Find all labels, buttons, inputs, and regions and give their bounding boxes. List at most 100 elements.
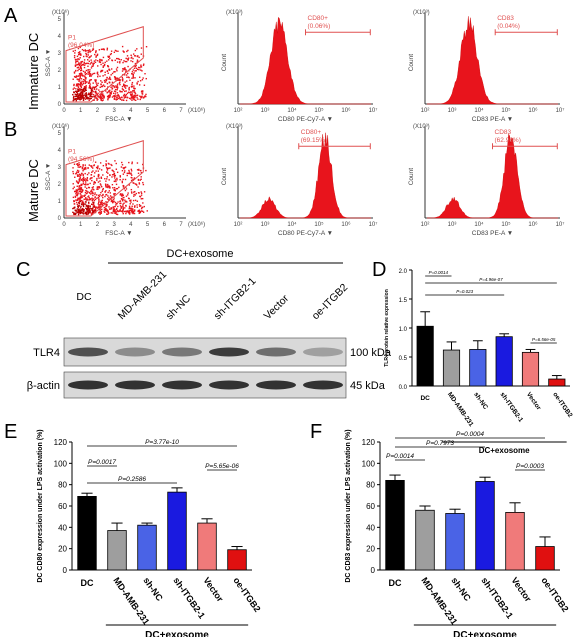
scatter-event-dot xyxy=(108,167,110,170)
scatter-event-dot xyxy=(86,59,89,61)
scatter-event-dot xyxy=(127,58,129,61)
scatter-event-dot xyxy=(85,62,87,65)
scatter-event-dot xyxy=(139,95,141,97)
scatter-event-dot xyxy=(110,163,112,166)
scatter-event-dot xyxy=(113,174,116,176)
scatter-event-dot xyxy=(139,195,141,198)
scatter-event-dot xyxy=(92,86,94,88)
scatter-event-dot xyxy=(98,49,101,51)
scatter-y-tick: 5 xyxy=(58,17,62,23)
p-value-label: P=0.023 xyxy=(456,289,473,294)
scatter-event-dot xyxy=(74,90,77,93)
blot-band xyxy=(303,380,343,390)
scatter-event-dot xyxy=(97,75,99,78)
scatter-event-dot xyxy=(143,84,146,86)
scatter-event-dot xyxy=(114,91,117,93)
scatter-event-dot xyxy=(133,212,136,215)
scatter-event-dot xyxy=(122,209,124,212)
scatter-event-dot xyxy=(90,213,93,215)
scatter-event-dot xyxy=(113,76,116,78)
p-value-label: P=3.77e-10 xyxy=(145,439,179,446)
panel-label-c: C xyxy=(16,259,30,281)
scatter-event-dot xyxy=(119,202,121,205)
scatter-event-dot xyxy=(142,211,145,213)
scatter-event-dot xyxy=(113,200,115,203)
scatter-event-dot xyxy=(91,209,93,212)
group-label: DC+exosome xyxy=(479,446,530,455)
scatter-event-dot xyxy=(80,191,82,194)
scatter-event-dot xyxy=(123,67,125,70)
scatter-event-dot xyxy=(86,55,88,58)
scatter-event-dot xyxy=(88,60,91,62)
scatter-event-dot xyxy=(89,84,91,87)
scatter-event-dot xyxy=(141,206,143,209)
scatter-event-dot xyxy=(87,186,90,189)
blot-band xyxy=(115,347,155,357)
scatter-event-dot xyxy=(132,203,134,205)
scatter-event-dot xyxy=(108,68,110,70)
blot-band xyxy=(303,347,343,357)
scatter-event-dot xyxy=(103,94,105,97)
scatter-event-dot xyxy=(85,201,87,203)
scatter-event-dot xyxy=(84,167,87,170)
scatter-event-dot xyxy=(133,55,136,57)
scatter-event-dot xyxy=(90,95,92,97)
scatter-event-dot xyxy=(87,191,89,193)
scatter-event-dot xyxy=(86,177,89,179)
scatter-event-dot xyxy=(81,167,84,170)
scatter-event-dot xyxy=(113,172,116,175)
scatter-event-dot xyxy=(83,66,86,69)
scatter-event-dot xyxy=(84,186,86,188)
scatter-event-dot xyxy=(89,98,91,100)
scatter-event-dot xyxy=(91,212,94,215)
x-tick-label: Vector xyxy=(201,575,225,604)
scatter-event-dot xyxy=(140,64,142,66)
scatter-event-dot xyxy=(89,56,91,58)
scatter-event-dot xyxy=(109,197,111,200)
scatter-event-dot xyxy=(104,81,106,83)
scatter-event-dot xyxy=(111,90,113,93)
scatter-event-dot xyxy=(74,49,76,52)
scatter-event-dot xyxy=(83,90,85,92)
scatter-event-dot xyxy=(143,96,146,98)
hist-y-exponent: (X10³) xyxy=(413,10,430,16)
scatter-event-dot xyxy=(121,96,123,98)
scatter-event-dot xyxy=(90,173,93,176)
scatter-event-dot xyxy=(73,91,75,93)
y-tick-label: 60 xyxy=(366,502,375,511)
scatter-event-dot xyxy=(82,178,85,181)
scatter-event-dot xyxy=(87,204,89,207)
scatter-event-dot xyxy=(124,178,127,181)
scatter-event-dot xyxy=(80,184,83,187)
scatter-event-dot xyxy=(106,203,108,206)
p-value-label: P=0.0014 xyxy=(386,453,414,460)
scatter-event-dot xyxy=(90,75,93,77)
scatter-event-dot xyxy=(132,73,135,76)
scatter-event-dot xyxy=(73,207,75,209)
scatter-event-dot xyxy=(73,71,76,73)
scatter-event-dot xyxy=(132,199,135,202)
scatter-event-dot xyxy=(121,70,124,72)
scatter-event-dot xyxy=(133,89,135,92)
scatter-event-dot xyxy=(72,93,74,96)
scatter-event-dot xyxy=(138,168,140,171)
scatter-event-dot xyxy=(83,97,85,99)
scatter-event-dot xyxy=(128,89,130,91)
scatter-event-dot xyxy=(124,199,126,201)
blot-band xyxy=(68,380,108,390)
scatter-event-dot xyxy=(98,206,100,208)
scatter-event-dot xyxy=(140,191,142,193)
scatter-event-dot xyxy=(86,62,88,65)
scatter-event-dot xyxy=(95,55,97,57)
scatter-event-dot xyxy=(125,195,128,197)
scatter-event-dot xyxy=(74,212,76,215)
scatter-event-dot xyxy=(77,181,79,184)
scatter-event-dot xyxy=(107,191,109,194)
scatter-event-dot xyxy=(111,169,113,171)
scatter-event-dot xyxy=(124,166,126,169)
scatter-event-dot xyxy=(102,66,104,68)
scatter-event-dot xyxy=(79,95,82,97)
scatter-event-dot xyxy=(118,82,121,84)
scatter-x-tick: 1 xyxy=(79,222,83,228)
scatter-event-dot xyxy=(76,90,78,92)
